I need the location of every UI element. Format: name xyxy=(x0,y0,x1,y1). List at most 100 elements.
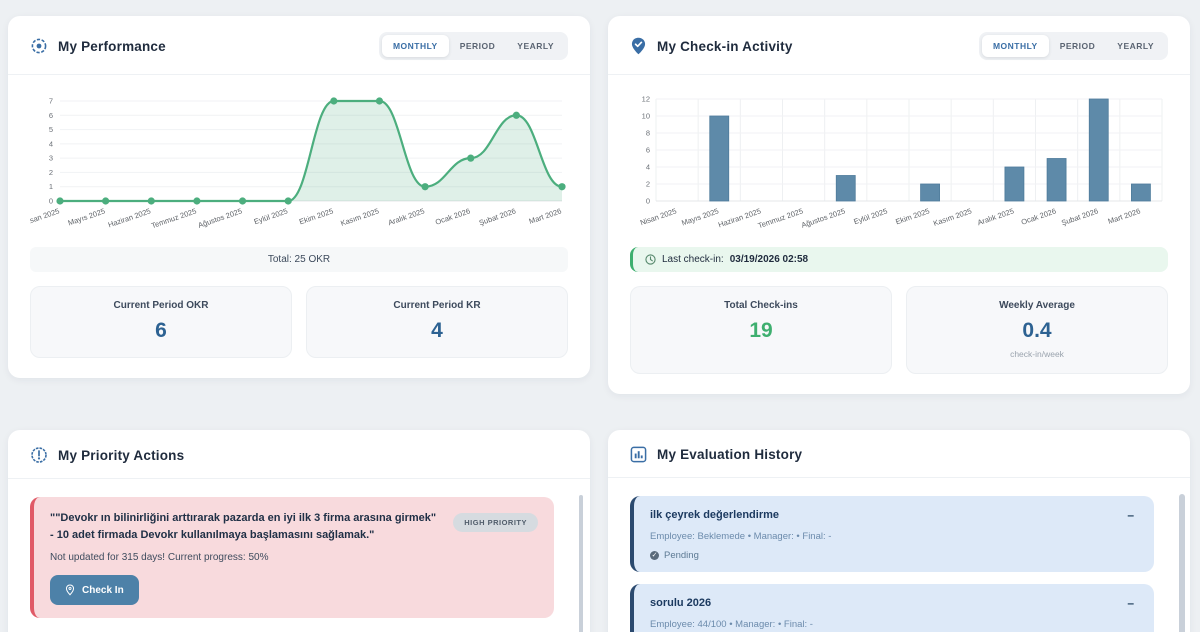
svg-text:Temmuz 2025: Temmuz 2025 xyxy=(150,206,197,230)
evaluation-list: ilk çeyrek değerlendirme – Employee: Bek… xyxy=(608,478,1190,632)
performance-tab-group: MONTHLY PERIOD YEARLY xyxy=(378,32,568,60)
stat-label: Weekly Average xyxy=(999,300,1075,311)
weekly-average-box: Weekly Average 0.4 check-in/week xyxy=(906,286,1168,374)
evaluation-item-status: ✓ Pending xyxy=(650,550,1138,561)
tab-period[interactable]: PERIOD xyxy=(1059,41,1096,51)
svg-text:8: 8 xyxy=(646,129,650,138)
evaluation-status-text: Pending xyxy=(664,550,699,561)
svg-text:Mayıs 2025: Mayıs 2025 xyxy=(67,206,107,227)
clock-icon xyxy=(645,254,656,265)
current-period-kr-box: Current Period KR 4 xyxy=(306,286,568,358)
performance-card-title: My Performance xyxy=(58,38,166,54)
svg-text:Mart 2026: Mart 2026 xyxy=(528,206,563,226)
last-checkin-banner: Last check-in: 03/19/2026 02:58 xyxy=(630,247,1168,272)
evaluation-item-meta: Employee: Beklemede • Manager: • Final: … xyxy=(650,531,832,542)
evaluation-item: ilk çeyrek değerlendirme – Employee: Bek… xyxy=(630,496,1154,572)
checkin-card: My Check-in Activity MONTHLY PERIOD YEAR… xyxy=(608,16,1190,394)
svg-text:0: 0 xyxy=(646,197,650,206)
svg-text:Eylül 2025: Eylül 2025 xyxy=(853,206,889,226)
checkin-card-body: 0 2 4 6 8 10 12 Nisan 2025 Mayıs 2025 Haziran 202… xyxy=(608,75,1190,394)
evaluation-item: sorulu 2026 – Employee: 44/100 • Manager… xyxy=(630,584,1154,632)
priority-list: ""Devokr ın bilinirliğini arttırarak paz… xyxy=(8,479,590,632)
collapse-button[interactable]: – xyxy=(1127,508,1134,522)
svg-text:2: 2 xyxy=(49,168,53,177)
svg-text:7: 7 xyxy=(49,97,53,106)
svg-text:Aralık 2025: Aralık 2025 xyxy=(976,206,1015,227)
priority-list-scrollbar[interactable] xyxy=(579,495,583,632)
current-period-okr-box: Current Period OKR 6 xyxy=(30,286,292,358)
svg-text:6: 6 xyxy=(646,146,650,155)
tab-period[interactable]: PERIOD xyxy=(459,41,496,51)
checkin-card-header: My Check-in Activity MONTHLY PERIOD YEAR… xyxy=(608,16,1190,75)
svg-text:Kasım 2025: Kasım 2025 xyxy=(932,206,973,228)
performance-stats: Current Period OKR 6 Current Period KR 4 xyxy=(30,286,568,358)
map-pin-icon xyxy=(630,37,647,55)
evaluation-list-scrollbar[interactable] xyxy=(1179,494,1185,632)
high-priority-badge: HIGH PRIORITY xyxy=(453,513,538,532)
svg-text:5: 5 xyxy=(49,125,53,134)
evaluation-card-title: My Evaluation History xyxy=(657,447,803,462)
priority-card-header: My Priority Actions xyxy=(8,430,590,479)
svg-text:4: 4 xyxy=(49,139,53,148)
evaluation-history-card: My Evaluation History ilk çeyrek değerle… xyxy=(608,430,1190,632)
svg-text:12: 12 xyxy=(642,95,650,104)
collapse-button[interactable]: – xyxy=(1127,596,1134,610)
stat-label: Current Period OKR xyxy=(113,300,209,311)
last-checkin-label: Last check-in: xyxy=(662,254,724,265)
svg-text:Aralık 2025: Aralık 2025 xyxy=(387,206,426,227)
stat-subtext: check-in/week xyxy=(1010,349,1064,359)
check-badge-icon: ✓ xyxy=(650,551,659,560)
okr-total-bar: Total: 25 OKR xyxy=(30,247,568,272)
svg-text:Nisan 2025: Nisan 2025 xyxy=(639,206,678,227)
priority-item-title: ""Devokr ın bilinirliğini arttırarak paz… xyxy=(50,512,437,542)
checkin-bar-chart: 0 2 4 6 8 10 12 Nisan 2025 Mayıs 2025 Haziran 202… xyxy=(630,87,1168,239)
priority-card-title: My Priority Actions xyxy=(58,447,185,463)
alert-circle-icon xyxy=(30,446,48,464)
target-icon xyxy=(30,37,48,55)
priority-item-note: Not updated for 315 days! Current progre… xyxy=(50,552,269,564)
svg-text:1: 1 xyxy=(49,182,53,191)
stat-value: 6 xyxy=(155,319,167,342)
evaluation-card-header: My Evaluation History xyxy=(608,430,1190,478)
svg-text:Şubat 2026: Şubat 2026 xyxy=(478,206,517,227)
last-checkin-value: 03/19/2026 02:58 xyxy=(729,254,809,265)
evaluation-item-title: sorulu 2026 xyxy=(650,597,712,609)
stat-label: Current Period KR xyxy=(393,300,481,311)
svg-text:Kasım 2025: Kasım 2025 xyxy=(339,206,380,228)
performance-area-chart: 0 1 2 3 4 5 6 7 Nisan 2025 Mayıs 2025 Haziran 2025… xyxy=(22,87,568,239)
tab-yearly[interactable]: YEARLY xyxy=(517,41,554,51)
checkin-tab-group: MONTHLY PERIOD YEARLY xyxy=(978,32,1168,60)
priority-actions-card: My Priority Actions ""Devokr ın bilinirl… xyxy=(8,430,590,632)
stat-value: 4 xyxy=(431,319,443,342)
evaluation-item-top: ilk çeyrek değerlendirme – xyxy=(650,507,1138,523)
evaluation-item-top: sorulu 2026 – xyxy=(650,595,1138,611)
svg-text:Mayıs 2025: Mayıs 2025 xyxy=(680,206,720,227)
svg-text:Ağustos 2025: Ağustos 2025 xyxy=(800,206,846,229)
svg-text:Ağustos 2025: Ağustos 2025 xyxy=(197,206,243,229)
total-checkins-box: Total Check-ins 19 xyxy=(630,286,892,374)
bar-chart-icon xyxy=(630,446,647,463)
svg-text:3: 3 xyxy=(49,154,53,163)
tab-monthly[interactable]: MONTHLY xyxy=(381,35,449,57)
tab-monthly[interactable]: MONTHLY xyxy=(981,35,1049,57)
svg-text:6: 6 xyxy=(49,111,53,120)
performance-card-body: 0 1 2 3 4 5 6 7 Nisan 2025 Mayıs 2025 Haziran 2025… xyxy=(8,75,590,378)
evaluation-item-title: ilk çeyrek değerlendirme xyxy=(650,509,780,521)
checkin-card-title: My Check-in Activity xyxy=(657,38,793,54)
svg-text:Haziran 2025: Haziran 2025 xyxy=(717,206,762,229)
svg-text:Nisan 2025: Nisan 2025 xyxy=(30,206,61,227)
check-in-button[interactable]: Check In xyxy=(50,575,139,606)
svg-text:4: 4 xyxy=(646,163,650,172)
stat-value: 0.4 xyxy=(1022,319,1052,342)
svg-text:Ocak 2026: Ocak 2026 xyxy=(434,206,471,226)
performance-card: My Performance MONTHLY PERIOD YEARLY 0 1 2… xyxy=(8,16,590,378)
tab-yearly[interactable]: YEARLY xyxy=(1117,41,1154,51)
svg-text:Şubat 2026: Şubat 2026 xyxy=(1060,206,1099,227)
evaluation-item-meta: Employee: 44/100 • Manager: • Final: - xyxy=(650,619,813,630)
stat-value: 19 xyxy=(749,319,773,342)
priority-item-top: ""Devokr ın bilinirliğini arttırarak paz… xyxy=(50,510,538,544)
checkin-stats: Total Check-ins 19 Weekly Average 0.4 ch… xyxy=(630,286,1168,374)
svg-text:Ekim 2025: Ekim 2025 xyxy=(298,206,334,226)
svg-text:Mart 2026: Mart 2026 xyxy=(1107,206,1142,226)
